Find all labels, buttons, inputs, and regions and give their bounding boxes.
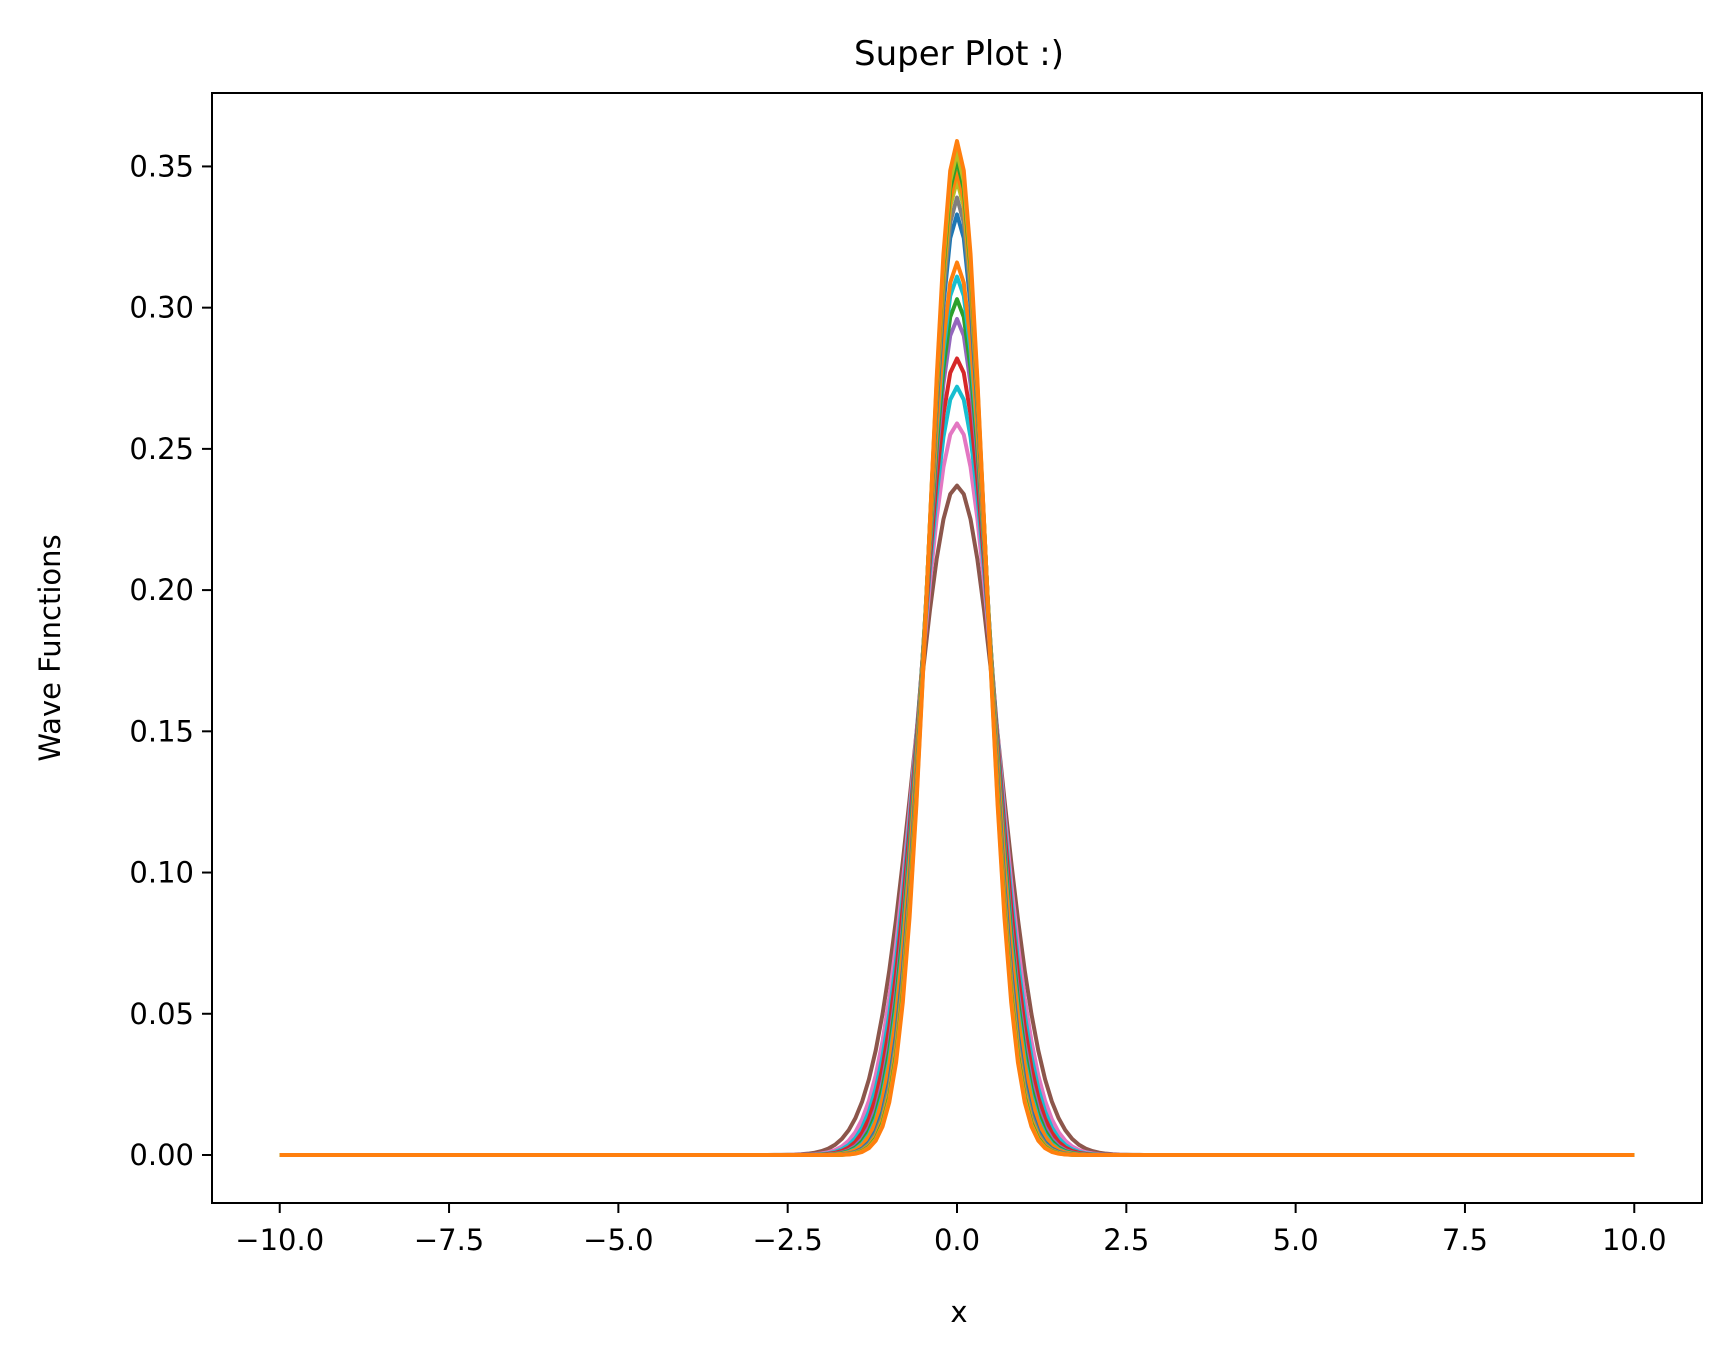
y-axis: 0.00 0.05 0.10 0.15 0.20 0.25 0.30 0.35 <box>129 149 212 1172</box>
series-layer <box>279 139 1635 1157</box>
y-tick-label: 0.10 <box>129 856 194 890</box>
y-tick-label: 0.25 <box>129 432 194 466</box>
y-tick-label: 0.35 <box>129 149 194 183</box>
plot-area <box>211 92 1703 1204</box>
x-tick-label: −10.0 <box>235 1223 324 1257</box>
y-tick-label: 0.00 <box>129 1138 194 1172</box>
y-tick-label: 0.15 <box>129 714 194 748</box>
x-tick-label: −7.5 <box>414 1223 484 1257</box>
x-tick-label: 7.5 <box>1442 1223 1488 1257</box>
x-tick-label: −2.5 <box>752 1223 822 1257</box>
y-tick-label: 0.05 <box>129 997 194 1031</box>
x-axis: −10.0 −7.5 −5.0 −2.5 0.0 2.5 5.0 7.5 10.0 <box>235 1203 1667 1257</box>
y-tick-label: 0.30 <box>129 291 194 325</box>
x-axis-label: x <box>950 1295 967 1329</box>
x-tick-label: 2.5 <box>1103 1223 1149 1257</box>
x-tick-label: −5.0 <box>583 1223 653 1257</box>
x-tick-label: 10.0 <box>1602 1223 1667 1257</box>
x-tick-label: 5.0 <box>1273 1223 1319 1257</box>
series-line-15 <box>279 139 1635 1157</box>
plot-background <box>212 93 1702 1203</box>
y-axis-label: Wave Functions <box>33 534 67 761</box>
y-tick-label: 0.20 <box>129 573 194 607</box>
x-tick-label: 0.0 <box>934 1223 980 1257</box>
chart-title: Super Plot :) <box>854 34 1064 74</box>
